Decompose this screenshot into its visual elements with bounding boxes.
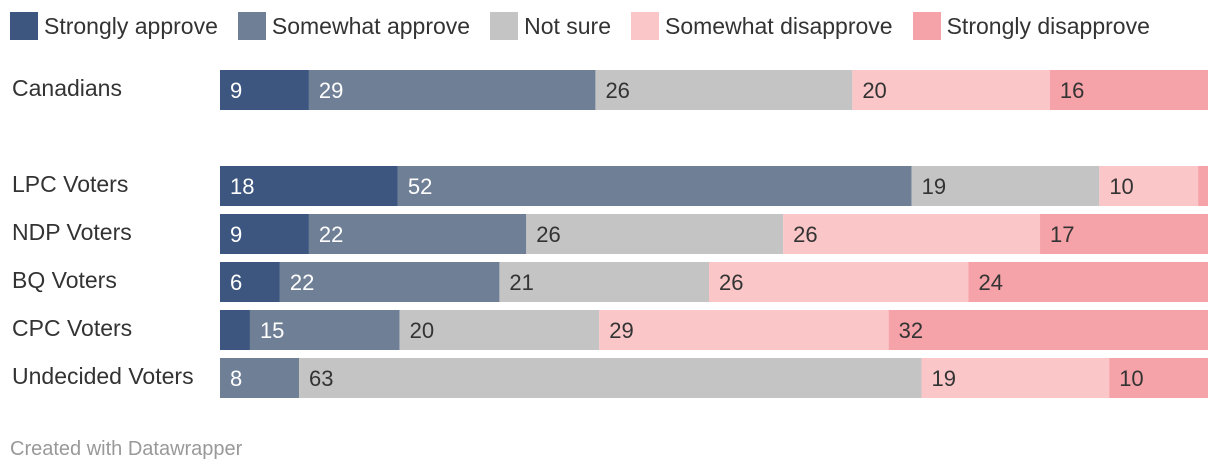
- bar-segment: [220, 214, 309, 254]
- bar-segment: [397, 166, 912, 206]
- bar-value-label: 20: [410, 318, 434, 343]
- legend-item: Strongly approve: [10, 12, 218, 40]
- bar-value-label: 20: [862, 78, 886, 103]
- bar-value-label: 9: [230, 78, 242, 103]
- bar-value-label: 17: [1050, 222, 1074, 247]
- legend-item: Strongly disapprove: [912, 12, 1150, 40]
- legend-label: Somewhat disapprove: [665, 12, 893, 39]
- bar-segment: [921, 358, 1110, 398]
- legend-swatch: [490, 12, 519, 40]
- bar-segment: [220, 310, 250, 350]
- bar-segment: [1040, 214, 1208, 254]
- bar-value-label: 19: [931, 366, 955, 391]
- legend-label: Somewhat approve: [271, 12, 471, 39]
- bar-segment: [220, 70, 309, 110]
- legend-swatch: [912, 12, 941, 40]
- bar-segment: [1109, 358, 1208, 398]
- legend-label: Not sure: [524, 12, 612, 39]
- bar-segment: [249, 310, 400, 350]
- bar-segment: [888, 310, 1208, 350]
- bar-value-label: 52: [408, 174, 432, 199]
- legend-item: Not sure: [490, 12, 611, 40]
- bar-segment: [220, 166, 398, 206]
- bar-segment: [595, 70, 853, 110]
- bar-segment: [279, 262, 500, 302]
- bar-segment: [911, 166, 1100, 206]
- bar-segment: [783, 214, 1041, 254]
- bar-segment: [308, 214, 527, 254]
- row-label: NDP Voters: [12, 219, 132, 245]
- legend-item: Somewhat approve: [237, 12, 471, 40]
- bar-segment: [308, 70, 596, 110]
- legend-item: Somewhat disapprove: [631, 12, 893, 40]
- bar-segment: [852, 70, 1050, 110]
- bar-value-label: 26: [536, 222, 560, 247]
- legend-swatch: [237, 12, 266, 40]
- legend-label: Strongly approve: [44, 12, 218, 39]
- bar-value-label: 10: [1119, 366, 1143, 391]
- bar-value-label: 26: [793, 222, 817, 247]
- bar-value-label: 22: [319, 222, 343, 247]
- bar-segment: [399, 310, 600, 350]
- bar-segment: [1099, 166, 1199, 206]
- bar-value-label: 6: [230, 270, 242, 295]
- legend-swatch: [631, 12, 660, 40]
- bar-value-label: 26: [719, 270, 743, 295]
- bar-value-label: 9: [230, 222, 242, 247]
- row-label: Undecided Voters: [12, 363, 194, 389]
- bar-value-label: 26: [605, 78, 629, 103]
- bar-segment: [1049, 70, 1208, 110]
- bar-segment: [526, 214, 784, 254]
- row-label: BQ Voters: [12, 267, 117, 293]
- credit-text: Created with Datawrapper: [10, 438, 243, 460]
- legend: Strongly approve Somewhat approve Not sure…: [10, 12, 1170, 40]
- bar-segment: [1198, 166, 1208, 206]
- bar-segment: [220, 358, 300, 398]
- bar-value-label: 16: [1060, 78, 1084, 103]
- bar-value-label: 15: [260, 318, 284, 343]
- bar-value-label: 18: [230, 174, 254, 199]
- bar-value-label: 22: [290, 270, 314, 295]
- bar-segment: [599, 310, 889, 350]
- row-label: Canadians: [12, 75, 122, 101]
- bar-value-label: 21: [509, 270, 533, 295]
- legend-label: Strongly disapprove: [946, 12, 1150, 39]
- bar-value-label: 19: [922, 174, 946, 199]
- bar-value-label: 32: [899, 318, 923, 343]
- bar-segment: [499, 262, 710, 302]
- bar-value-label: 29: [609, 318, 633, 343]
- bar-segment: [220, 262, 280, 302]
- bar-value-label: 24: [978, 270, 1002, 295]
- bar-segment: [299, 358, 922, 398]
- legend-swatch: [10, 12, 38, 40]
- bar-value-label: 29: [319, 78, 343, 103]
- bar-value-label: 10: [1109, 174, 1133, 199]
- bar-segment: [709, 262, 969, 302]
- bar-segment: [968, 262, 1208, 302]
- bar-value-label: 63: [309, 366, 333, 391]
- bar-value-label: 8: [230, 366, 242, 391]
- row-label: LPC Voters: [12, 171, 128, 197]
- row-label: CPC Voters: [12, 315, 132, 341]
